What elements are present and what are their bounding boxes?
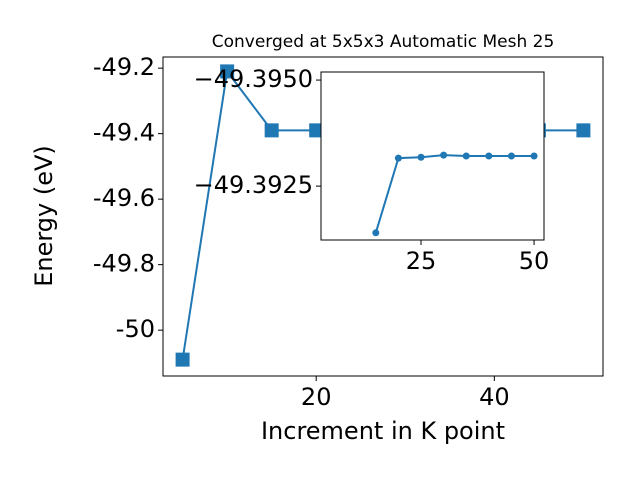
marker: [175, 352, 190, 367]
marker: [507, 152, 515, 160]
y-tick-label: -49.2: [93, 53, 155, 81]
marker: [462, 152, 470, 160]
x-axis-label: Increment in K point: [261, 417, 505, 445]
y-tick-label: -49.8: [93, 250, 155, 278]
y-tick-label: −49.3950: [194, 65, 313, 93]
marker: [530, 152, 538, 160]
x-tick-label: 50: [519, 247, 550, 275]
marker: [417, 153, 425, 161]
marker: [220, 64, 235, 79]
y-tick-label: −49.3925: [194, 171, 313, 199]
marker: [440, 151, 448, 159]
y-axis-label: Energy (eV): [30, 145, 58, 287]
marker: [394, 154, 402, 162]
x-tick-label: 40: [479, 383, 510, 411]
chart-title: Converged at 5x5x3 Automatic Mesh 25: [212, 32, 555, 52]
y-tick-label: -49.6: [93, 184, 155, 212]
data-line: [374, 154, 535, 234]
axes-frame: [320, 71, 545, 241]
x-tick-label: 20: [301, 383, 332, 411]
y-tick-label: -50: [116, 315, 155, 343]
marker: [485, 152, 493, 160]
x-tick-label: 25: [406, 247, 437, 275]
y-tick-label: -49.4: [93, 119, 155, 147]
marker: [264, 123, 279, 138]
axes-frame: [162, 56, 604, 377]
marker: [372, 229, 380, 237]
marker: [309, 123, 324, 138]
marker: [576, 123, 591, 138]
